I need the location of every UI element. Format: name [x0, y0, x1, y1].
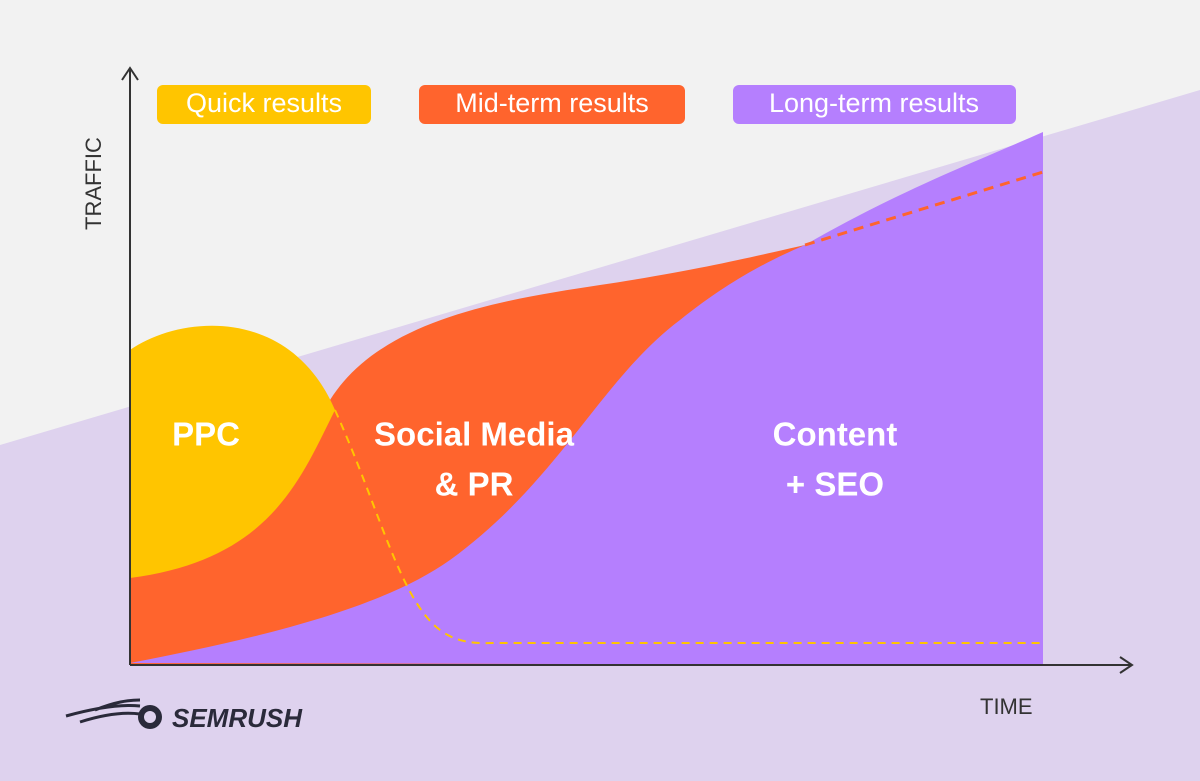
mid-term-dashed-line — [804, 170, 1044, 247]
area-label: + SEO — [786, 466, 884, 503]
badge-bg — [733, 85, 1016, 124]
quick-area — [130, 325, 335, 578]
badge: Long-term results — [769, 88, 979, 118]
logo: SEMRUSH — [65, 698, 303, 733]
badge: Quick results — [186, 88, 342, 118]
y-axis-label: TRAFFIC — [81, 137, 106, 230]
area-label: PPC — [172, 416, 240, 453]
y-arrow — [121, 66, 139, 81]
area-label: Content — [773, 416, 898, 453]
logo-icon — [65, 698, 141, 724]
ppc-dashed-line — [334, 409, 1043, 645]
x-axis-label: TIME — [980, 694, 1033, 719]
area-label: Social Media — [374, 416, 575, 453]
badge-bg — [157, 85, 371, 124]
badge-bg — [419, 85, 685, 124]
logo-text: SEMRUSH — [172, 703, 303, 733]
long-term-area — [130, 132, 1043, 665]
x-arrow — [1119, 656, 1134, 674]
axes — [121, 66, 1134, 674]
badge: Mid-term results — [455, 88, 649, 118]
area-label: & PR — [435, 466, 514, 503]
logo-icon — [144, 711, 156, 723]
